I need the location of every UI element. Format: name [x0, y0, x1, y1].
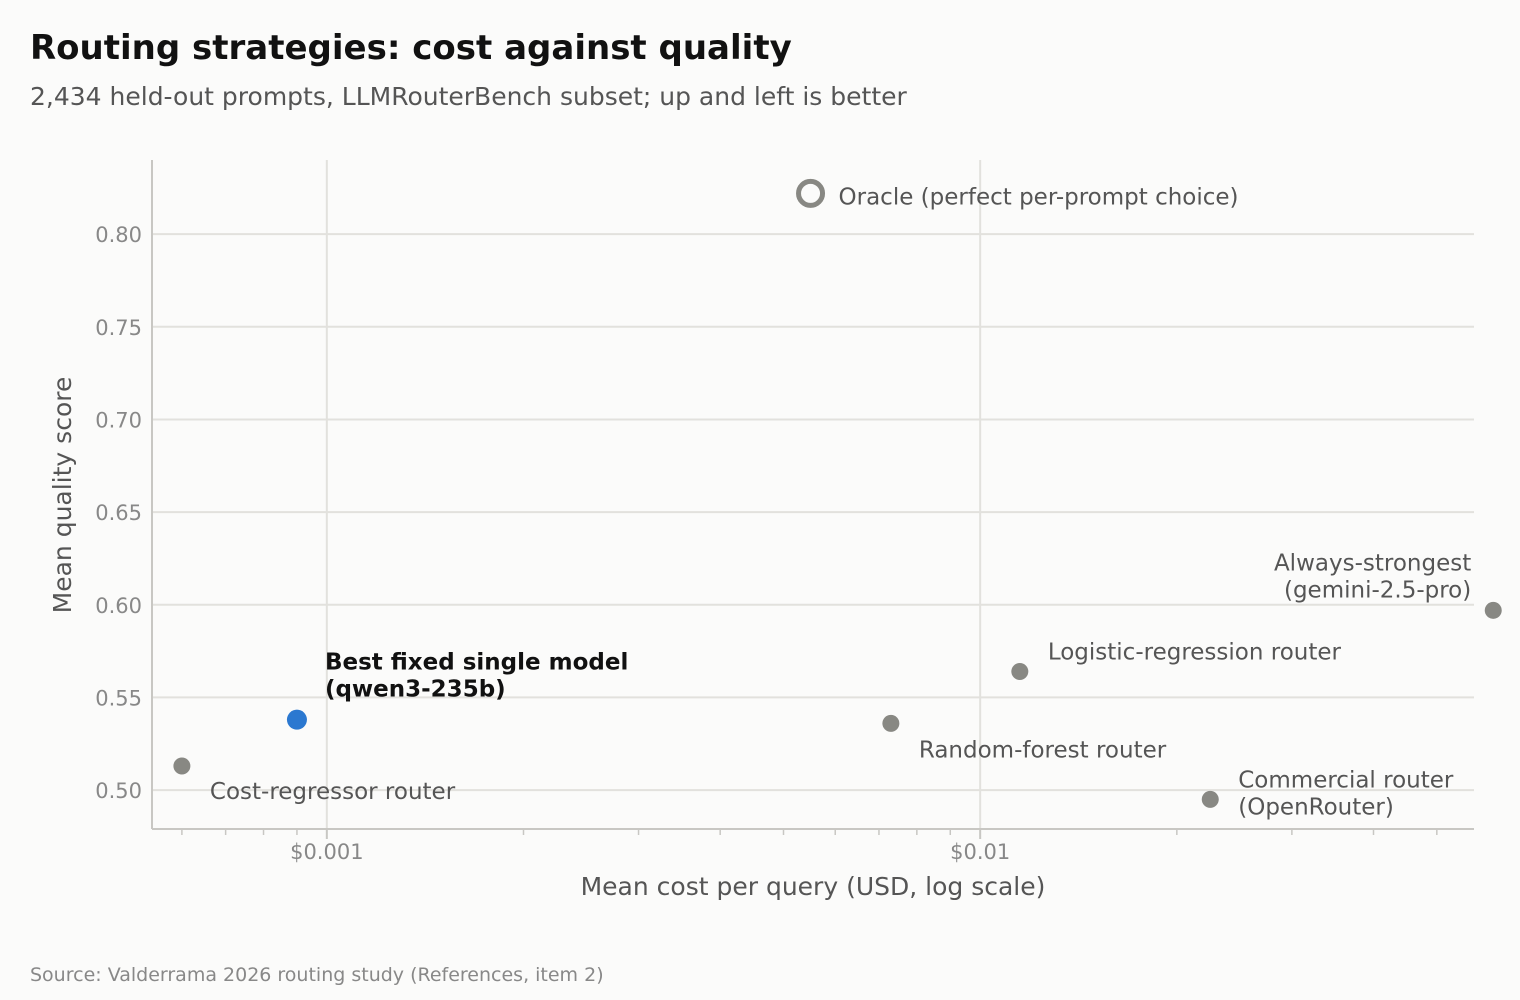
scatter-plot: 0.500.550.600.650.700.750.80$0.001 $0.01 … — [48, 160, 1502, 901]
data-point — [882, 714, 900, 732]
point-label-line: Best fixed single model — [325, 650, 628, 676]
chart-title: Routing strategies: cost against quality — [30, 28, 792, 68]
point-label: Random-forest router — [919, 737, 1167, 763]
point-label: Cost-regressor router — [210, 779, 456, 805]
point-label-line: Commercial router — [1238, 767, 1454, 793]
point-label-line: Random-forest router — [919, 737, 1167, 763]
chart-subtitle: 2,434 held-out prompts, LLMRouterBench s… — [30, 82, 907, 111]
data-points: Oracle (perfect per-prompt choice) Always… — [173, 178, 1502, 820]
y-axis-title: Mean quality score — [48, 377, 77, 614]
x-tick-label: $0.001 — [290, 840, 363, 864]
x-axis-title: Mean cost per query (USD, log scale) — [581, 872, 1046, 901]
point-label-line: (gemini-2.5-pro) — [1284, 577, 1471, 603]
point-label: Always-strongest (gemini-2.5-pro) — [1274, 550, 1471, 603]
point-label-line: (qwen3-235b) — [325, 677, 506, 703]
point-label-line: (OpenRouter) — [1238, 794, 1394, 820]
y-tick-label: 0.60 — [95, 594, 142, 618]
y-tick-label: 0.65 — [95, 501, 142, 525]
data-point — [1011, 662, 1029, 680]
y-tick-label: 0.50 — [95, 779, 142, 803]
axes: 0.50 0.55 0.60 0.65 0.70 0.75 0.80 $0.001 $0.01 — [95, 160, 1474, 864]
x-tick-label: $0.01 — [950, 840, 1010, 864]
y-tick-label: 0.75 — [95, 316, 142, 340]
point-label-line: Always-strongest — [1274, 550, 1471, 576]
point-label: Best fixed single model (qwen3-235b) — [325, 650, 628, 703]
source-note: Source: Valderrama 2026 routing study (R… — [30, 964, 604, 986]
point-label-line: Cost-regressor router — [210, 779, 456, 805]
highlight-point — [286, 709, 307, 730]
point-label-line: Oracle (perfect per-prompt choice) — [839, 184, 1239, 210]
data-point — [1484, 601, 1502, 619]
y-tick-label: 0.80 — [95, 223, 142, 247]
point-label: Oracle (perfect per-prompt choice) — [839, 184, 1239, 210]
data-point — [1201, 790, 1219, 808]
oracle-point — [796, 178, 826, 208]
point-label: Logistic-regression router — [1048, 639, 1342, 665]
point-label-line: Logistic-regression router — [1048, 639, 1342, 665]
point-label: Commercial router (OpenRouter) — [1238, 767, 1454, 820]
y-tick-label: 0.70 — [95, 408, 142, 432]
grid — [152, 160, 1474, 829]
y-tick-label: 0.55 — [95, 686, 142, 710]
data-point — [173, 757, 191, 775]
